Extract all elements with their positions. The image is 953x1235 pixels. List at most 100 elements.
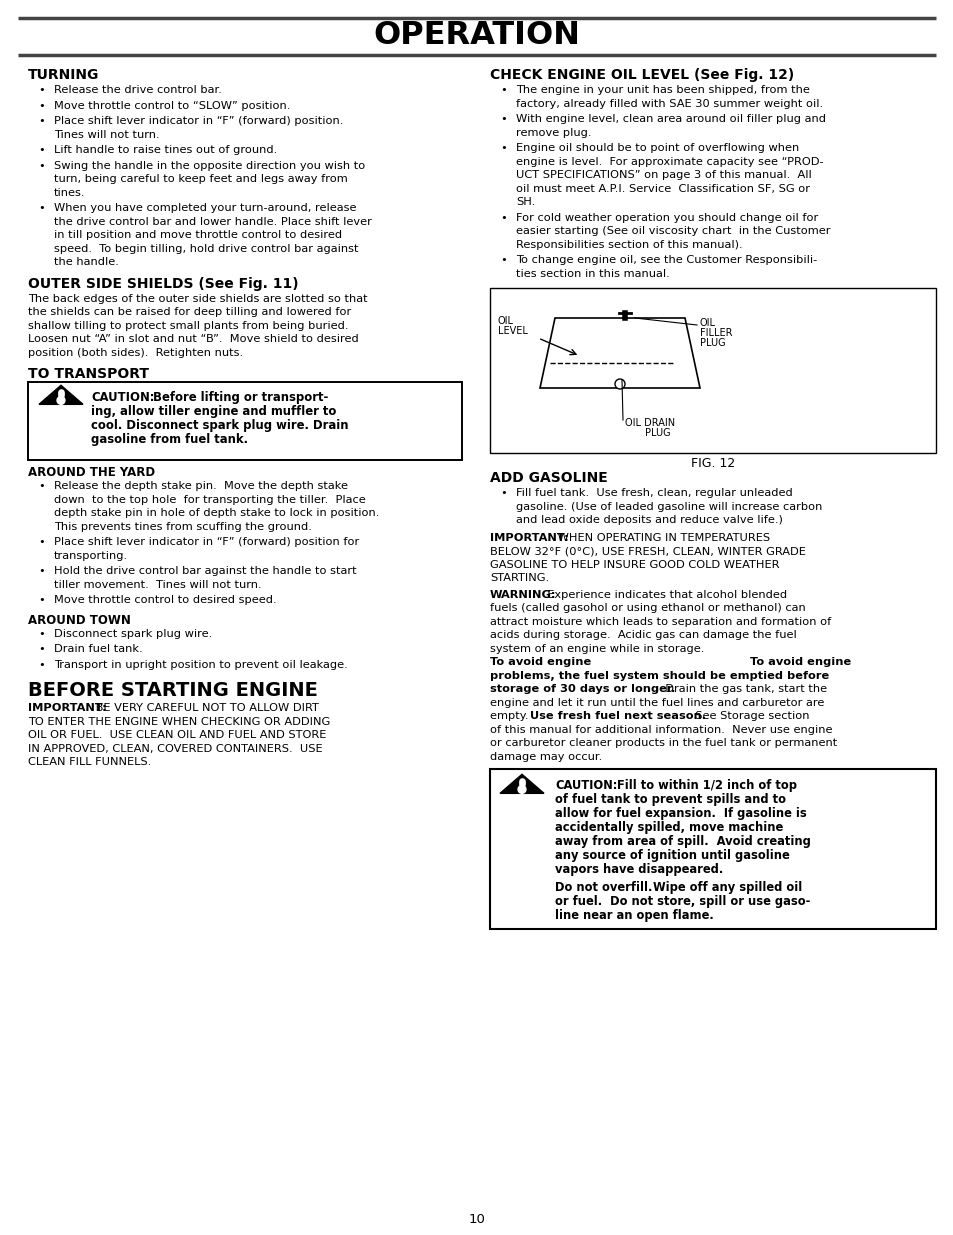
Text: UCT SPECIFICATIONS” on page 3 of this manual.  All: UCT SPECIFICATIONS” on page 3 of this ma… — [516, 170, 811, 180]
Text: attract moisture which leads to separation and formation of: attract moisture which leads to separati… — [490, 616, 830, 626]
Text: Move throttle control to “SLOW” position.: Move throttle control to “SLOW” position… — [54, 100, 290, 110]
Text: CAUTION:: CAUTION: — [555, 779, 617, 792]
Text: OIL OR FUEL.  USE CLEAN OIL AND FUEL AND STORE: OIL OR FUEL. USE CLEAN OIL AND FUEL AND … — [28, 730, 326, 740]
Text: For cold weather operation you should change oil for: For cold weather operation you should ch… — [516, 212, 818, 222]
Text: IN APPROVED, CLEAN, COVERED CONTAINERS.  USE: IN APPROVED, CLEAN, COVERED CONTAINERS. … — [28, 743, 322, 753]
Text: With engine level, clean area around oil filler plug and: With engine level, clean area around oil… — [516, 114, 825, 124]
Text: •: • — [38, 643, 46, 655]
Text: •: • — [38, 537, 46, 547]
Text: any source of ignition until gasoline: any source of ignition until gasoline — [555, 848, 789, 862]
Text: 10: 10 — [468, 1213, 485, 1226]
Text: This prevents tines from scuffing the ground.: This prevents tines from scuffing the gr… — [54, 521, 312, 531]
Text: Swing the handle in the opposite direction you wish to: Swing the handle in the opposite directi… — [54, 161, 365, 170]
Text: •: • — [500, 143, 507, 153]
Text: See Storage section: See Storage section — [687, 711, 809, 721]
Text: Loosen nut “A” in slot and nut “B”.  Move shield to desired: Loosen nut “A” in slot and nut “B”. Move… — [28, 333, 358, 345]
Text: Release the drive control bar.: Release the drive control bar. — [54, 85, 222, 95]
Text: Before lifting or transport-: Before lifting or transport- — [145, 391, 328, 404]
Text: ing, allow tiller engine and muffler to: ing, allow tiller engine and muffler to — [91, 405, 336, 417]
Text: Responsibilities section of this manual).: Responsibilities section of this manual)… — [516, 240, 741, 249]
Text: FIG. 12: FIG. 12 — [690, 457, 735, 471]
Text: •: • — [38, 595, 46, 605]
Text: When you have completed your turn-around, release: When you have completed your turn-around… — [54, 203, 356, 212]
Text: •: • — [500, 212, 507, 222]
Text: Disconnect spark plug wire.: Disconnect spark plug wire. — [54, 629, 212, 638]
Text: the shields can be raised for deep tilling and lowered for: the shields can be raised for deep tilli… — [28, 308, 351, 317]
Text: OIL: OIL — [700, 317, 716, 329]
Text: •: • — [38, 85, 46, 95]
Text: turn, being careful to keep feet and legs away from: turn, being careful to keep feet and leg… — [54, 174, 348, 184]
Text: Wipe off any spilled oil: Wipe off any spilled oil — [652, 881, 801, 894]
Text: or carburetor cleaner products in the fuel tank or permanent: or carburetor cleaner products in the fu… — [490, 739, 837, 748]
Text: allow for fuel expansion.  If gasoline is: allow for fuel expansion. If gasoline is — [555, 806, 806, 820]
Text: gasoline. (Use of leaded gasoline will increase carbon: gasoline. (Use of leaded gasoline will i… — [516, 501, 821, 511]
Text: Use fresh fuel next season.: Use fresh fuel next season. — [530, 711, 705, 721]
Text: in till position and move throttle control to desired: in till position and move throttle contr… — [54, 230, 342, 240]
Text: TO ENTER THE ENGINE WHEN CHECKING OR ADDING: TO ENTER THE ENGINE WHEN CHECKING OR ADD… — [28, 716, 330, 726]
Circle shape — [57, 396, 65, 404]
Text: shallow tilling to protect small plants from being buried.: shallow tilling to protect small plants … — [28, 321, 348, 331]
Text: •: • — [38, 629, 46, 638]
Text: gasoline from fuel tank.: gasoline from fuel tank. — [91, 433, 248, 446]
Text: of fuel tank to prevent spills and to: of fuel tank to prevent spills and to — [555, 793, 785, 806]
Text: depth stake pin in hole of depth stake to lock in position.: depth stake pin in hole of depth stake t… — [54, 508, 379, 517]
Text: accidentally spilled, move machine: accidentally spilled, move machine — [555, 821, 782, 834]
Text: •: • — [38, 161, 46, 170]
Text: ties section in this manual.: ties section in this manual. — [516, 268, 669, 279]
Text: To avoid engine: To avoid engine — [490, 657, 591, 667]
Text: Engine oil should be to point of overflowing when: Engine oil should be to point of overflo… — [516, 143, 799, 153]
Text: Do not overfill.: Do not overfill. — [555, 881, 659, 894]
Text: Drain the gas tank, start the: Drain the gas tank, start the — [658, 684, 826, 694]
Text: the handle.: the handle. — [54, 257, 119, 267]
Text: STARTING.: STARTING. — [490, 573, 549, 583]
Text: ADD GASOLINE: ADD GASOLINE — [490, 471, 607, 485]
Text: WHEN OPERATING IN TEMPERATURES: WHEN OPERATING IN TEMPERATURES — [554, 532, 769, 542]
Text: transporting.: transporting. — [54, 551, 128, 561]
FancyBboxPatch shape — [490, 769, 935, 929]
Text: problems, the fuel system should be emptied before: problems, the fuel system should be empt… — [490, 671, 828, 680]
Text: OPERATION: OPERATION — [374, 20, 579, 51]
Text: Release the depth stake pin.  Move the depth stake: Release the depth stake pin. Move the de… — [54, 480, 348, 492]
Text: Move throttle control to desired speed.: Move throttle control to desired speed. — [54, 595, 276, 605]
Text: BE VERY CAREFUL NOT TO ALLOW DIRT: BE VERY CAREFUL NOT TO ALLOW DIRT — [91, 703, 318, 713]
Text: acids during storage.  Acidic gas can damage the fuel: acids during storage. Acidic gas can dam… — [490, 630, 796, 640]
Text: away from area of spill.  Avoid creating: away from area of spill. Avoid creating — [555, 835, 810, 848]
Text: damage may occur.: damage may occur. — [490, 752, 601, 762]
Polygon shape — [39, 385, 83, 404]
Text: CHECK ENGINE OIL LEVEL (See Fig. 12): CHECK ENGINE OIL LEVEL (See Fig. 12) — [490, 68, 794, 82]
Text: BEFORE STARTING ENGINE: BEFORE STARTING ENGINE — [28, 680, 317, 700]
Text: OUTER SIDE SHIELDS (See Fig. 11): OUTER SIDE SHIELDS (See Fig. 11) — [28, 277, 298, 290]
Text: Fill to within 1/2 inch of top: Fill to within 1/2 inch of top — [608, 779, 796, 792]
Text: factory, already filled with SAE 30 summer weight oil.: factory, already filled with SAE 30 summ… — [516, 99, 822, 109]
Text: position (both sides).  Retighten nuts.: position (both sides). Retighten nuts. — [28, 347, 243, 357]
Text: •: • — [38, 116, 46, 126]
Text: OIL: OIL — [497, 316, 514, 326]
Text: speed.  To begin tilling, hold drive control bar against: speed. To begin tilling, hold drive cont… — [54, 243, 358, 253]
Text: line near an open flame.: line near an open flame. — [555, 909, 713, 923]
Text: empty.: empty. — [490, 711, 536, 721]
Text: CLEAN FILL FUNNELS.: CLEAN FILL FUNNELS. — [28, 757, 152, 767]
Text: Drain fuel tank.: Drain fuel tank. — [54, 643, 143, 655]
Polygon shape — [499, 774, 543, 793]
Text: storage of 30 days or longer.: storage of 30 days or longer. — [490, 684, 675, 694]
Text: The engine in your unit has been shipped, from the: The engine in your unit has been shipped… — [516, 85, 809, 95]
Text: AROUND TOWN: AROUND TOWN — [28, 614, 131, 626]
Text: FILLER: FILLER — [700, 329, 732, 338]
Text: easier starting (See oil viscosity chart  in the Customer: easier starting (See oil viscosity chart… — [516, 226, 830, 236]
Text: •: • — [500, 254, 507, 266]
Text: Tines will not turn.: Tines will not turn. — [54, 130, 159, 140]
Text: Lift handle to raise tines out of ground.: Lift handle to raise tines out of ground… — [54, 144, 277, 156]
Text: LEVEL: LEVEL — [497, 326, 527, 336]
Circle shape — [615, 379, 624, 389]
Text: The back edges of the outer side shields are slotted so that: The back edges of the outer side shields… — [28, 294, 367, 304]
Text: SH.: SH. — [516, 198, 535, 207]
Text: system of an engine while in storage.: system of an engine while in storage. — [490, 643, 711, 653]
Text: BELOW 32°F (0°C), USE FRESH, CLEAN, WINTER GRADE: BELOW 32°F (0°C), USE FRESH, CLEAN, WINT… — [490, 546, 805, 556]
FancyBboxPatch shape — [28, 382, 461, 459]
Text: Place shift lever indicator in “F” (forward) position for: Place shift lever indicator in “F” (forw… — [54, 537, 359, 547]
Text: of this manual for additional information.  Never use engine: of this manual for additional informatio… — [490, 725, 832, 735]
Text: Place shift lever indicator in “F” (forward) position.: Place shift lever indicator in “F” (forw… — [54, 116, 343, 126]
Text: •: • — [38, 203, 46, 212]
Text: oil must meet A.P.I. Service  Classification SF, SG or: oil must meet A.P.I. Service Classificat… — [516, 184, 809, 194]
Text: •: • — [38, 480, 46, 492]
